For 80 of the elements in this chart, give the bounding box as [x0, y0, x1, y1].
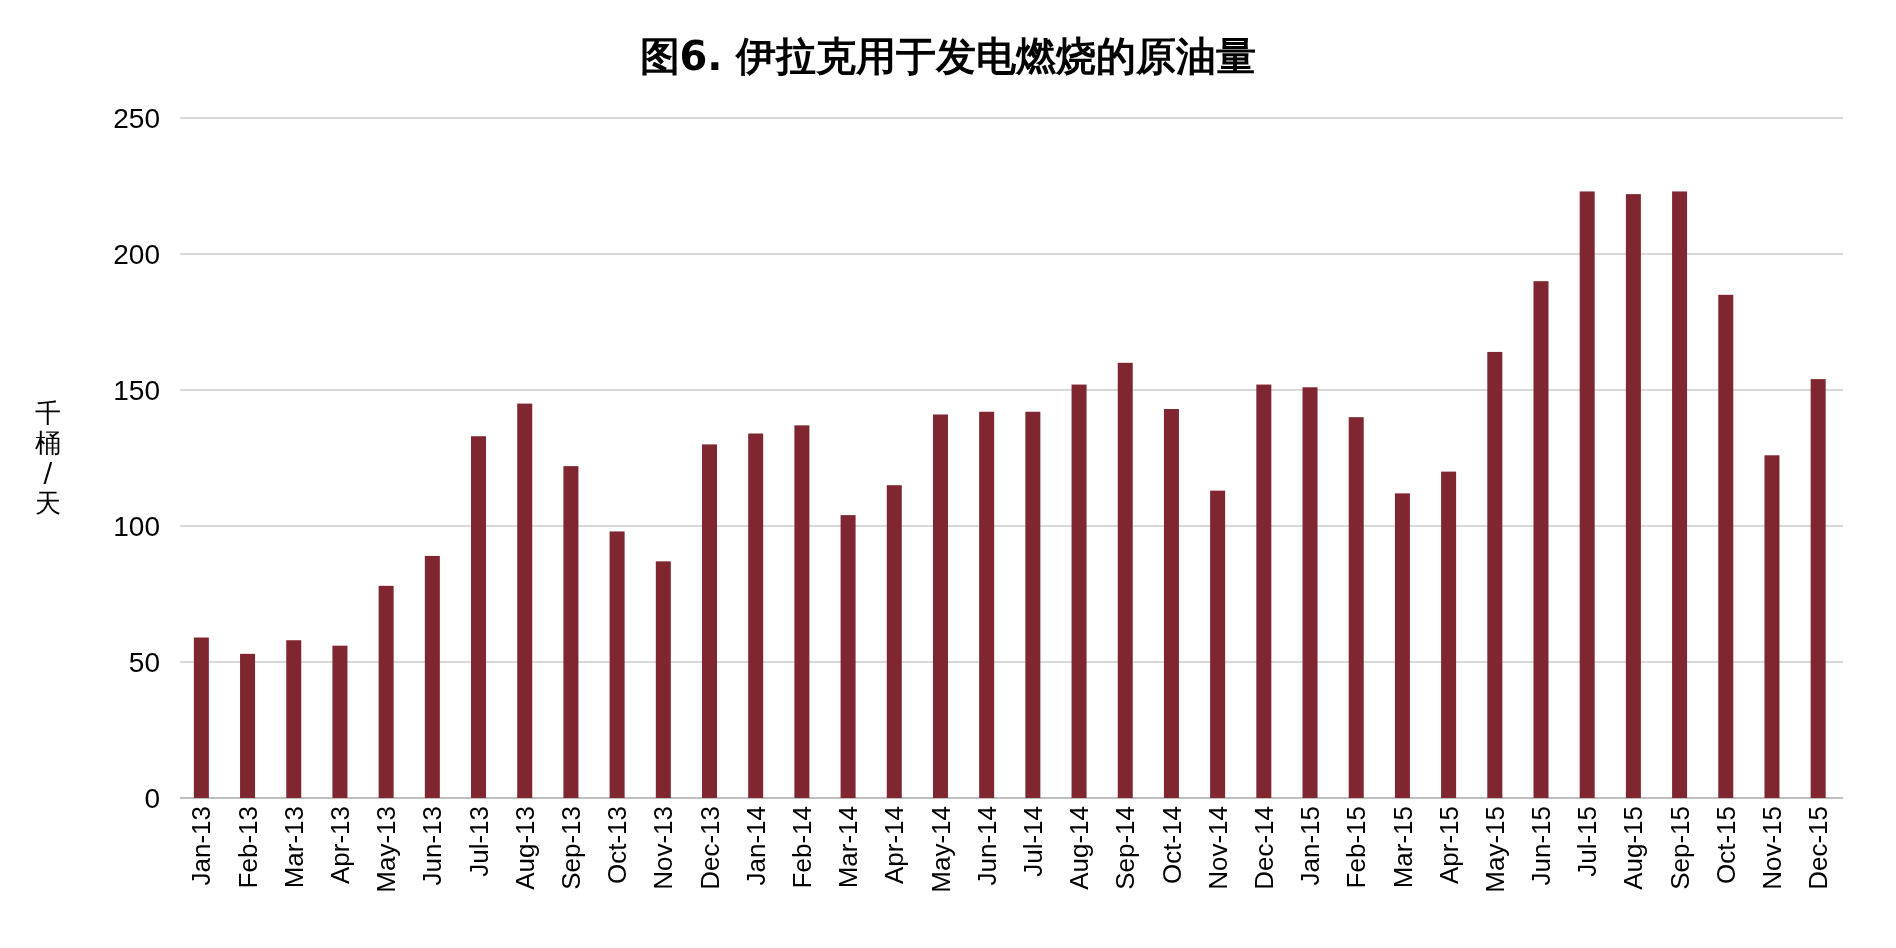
y-tick-label: 100: [113, 510, 160, 542]
x-tick-label: May-15: [1479, 806, 1510, 893]
x-tick-label: Mar-15: [1387, 806, 1418, 889]
x-tick-label: Aug-13: [509, 806, 540, 890]
bar: [1394, 493, 1410, 798]
bar: [932, 414, 948, 798]
x-tick-label: Jan-13: [186, 806, 217, 886]
bar: [1533, 281, 1549, 798]
x-tick-label: Jun-13: [417, 806, 448, 886]
x-tick-label: Dec-14: [1248, 806, 1279, 890]
bar: [794, 425, 810, 798]
bar: [193, 637, 209, 798]
bar: [1810, 379, 1826, 798]
x-tick-label: May-14: [925, 806, 956, 893]
x-tick-label: Oct-15: [1710, 806, 1741, 885]
chart-title: 图6. 伊拉克用于发电燃烧的原油量: [639, 33, 1257, 79]
bar: [1579, 191, 1595, 798]
x-tick-label: Nov-13: [648, 806, 679, 890]
x-tick-label: Jan-15: [1295, 806, 1326, 886]
bar: [1718, 294, 1734, 798]
bar: [609, 531, 625, 798]
x-tick-label: Jul-13: [463, 806, 494, 877]
y-tick-label: 0: [144, 782, 160, 814]
y-axis-title: 千桶/天: [35, 398, 61, 519]
bar: [1210, 490, 1226, 798]
x-tick-label: Oct-13: [602, 806, 633, 885]
y-tick-label: 200: [113, 238, 160, 270]
x-tick-label: Aug-14: [1064, 806, 1095, 890]
x-tick-label: Mar-13: [278, 806, 309, 889]
x-tick-label: Jan-14: [740, 806, 771, 886]
bar: [840, 515, 856, 798]
bar: [702, 444, 717, 798]
bar: [748, 433, 764, 798]
bar: [1163, 409, 1179, 798]
bar: [1348, 417, 1364, 798]
bar: [1071, 384, 1087, 798]
x-tick-label: Sep-15: [1664, 806, 1695, 890]
bar: [1025, 411, 1041, 798]
x-tick-label: Feb-13: [232, 806, 263, 889]
x-tick-label: Feb-14: [786, 806, 817, 889]
x-tick-label: Sep-13: [556, 806, 587, 890]
x-tick-label: Dec-13: [694, 806, 725, 890]
x-tick-label: Jun-15: [1526, 806, 1557, 886]
bar: [332, 645, 348, 798]
bar: [471, 436, 487, 798]
bar: [1117, 362, 1133, 798]
x-tick-label: Jul-14: [1017, 806, 1048, 877]
x-tick-label: Sep-14: [1110, 806, 1141, 890]
x-tick-label: Aug-15: [1618, 806, 1649, 890]
bar: [517, 403, 533, 798]
x-tick-label: Nov-14: [1202, 806, 1233, 890]
bar: [1256, 384, 1272, 798]
bar: [1302, 387, 1318, 798]
bar: [1672, 191, 1688, 798]
x-tick-label: Oct-14: [1156, 806, 1187, 885]
bar: [286, 640, 302, 798]
x-tick-label: Mar-14: [833, 806, 864, 889]
x-tick-label: Apr-15: [1433, 806, 1464, 885]
x-tick-label: Dec-15: [1803, 806, 1834, 890]
y-tick-label: 150: [113, 374, 160, 406]
y-tick-label: 50: [128, 646, 160, 678]
x-tick-label: Feb-15: [1341, 806, 1372, 889]
y-tick-label: 250: [113, 102, 160, 134]
bar: [1487, 351, 1503, 798]
x-tick-label: Jun-14: [971, 806, 1002, 886]
bar: [1764, 455, 1780, 798]
bar: [1441, 471, 1457, 798]
bar: [979, 411, 995, 798]
bar: [1625, 194, 1641, 798]
x-tick-label: Nov-15: [1757, 806, 1788, 890]
x-tick-label: Jul-15: [1572, 806, 1603, 877]
bar: [886, 485, 902, 798]
bar: [563, 466, 579, 798]
bar: [378, 585, 394, 798]
x-tick-label: Apr-13: [325, 806, 356, 885]
bar: [424, 555, 440, 798]
bar: [240, 653, 256, 798]
x-tick-label: Apr-14: [879, 806, 910, 885]
bar: [655, 561, 671, 798]
x-tick-label: May-13: [371, 806, 402, 893]
